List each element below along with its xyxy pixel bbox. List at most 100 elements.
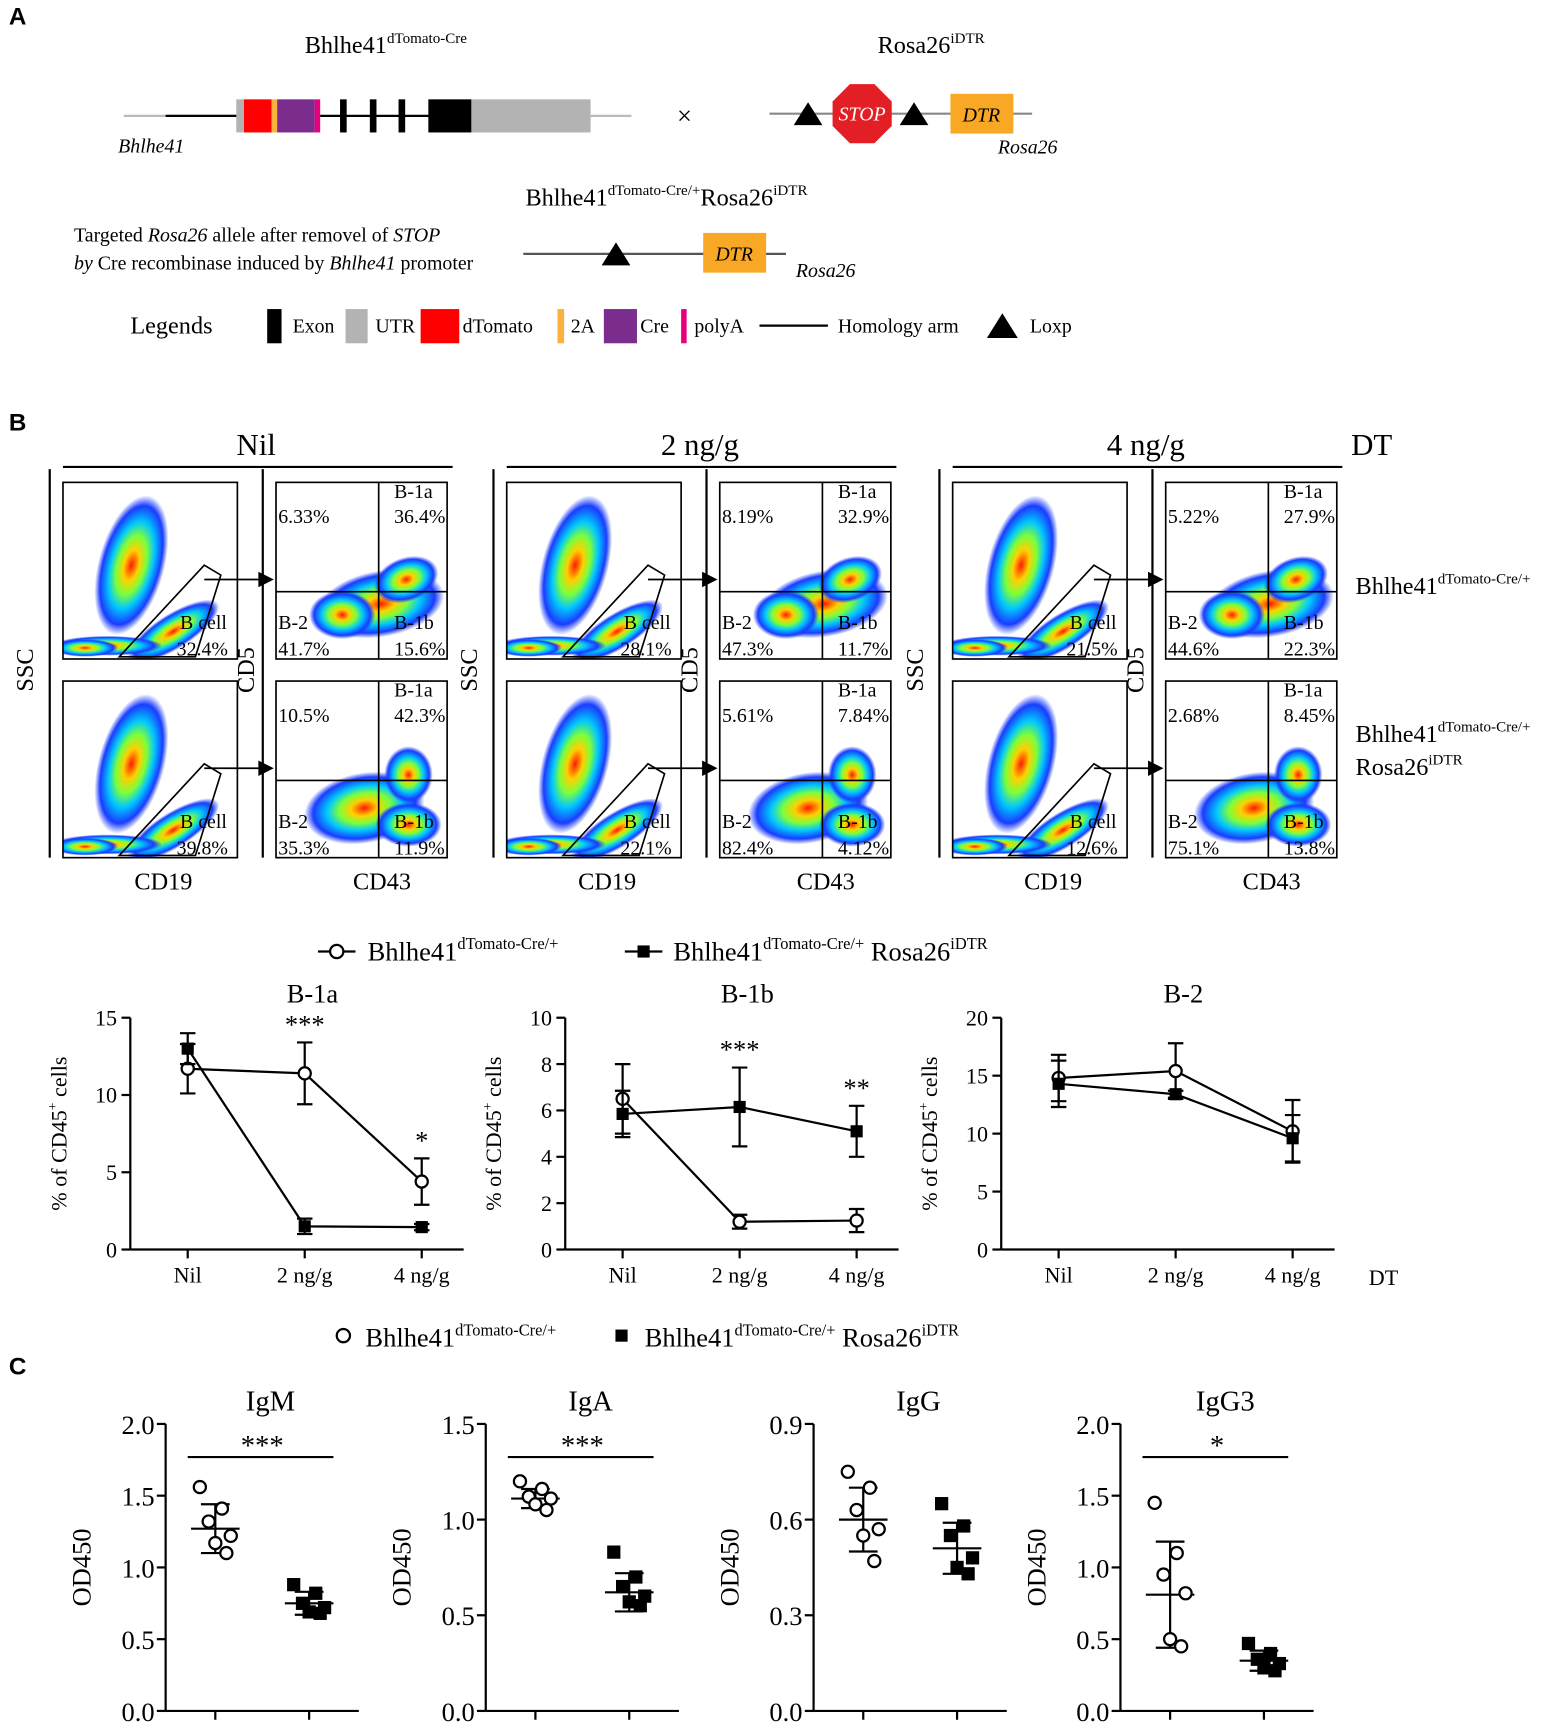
quadrant-percent: 41.7% [278, 639, 329, 661]
density-blob [752, 590, 820, 640]
quadrant-percent: 8.45% [1284, 705, 1335, 727]
legend-swatch [681, 309, 687, 344]
y-tick-label: 0.9 [769, 1410, 802, 1440]
y-tick-label: 1.0 [1076, 1553, 1109, 1583]
marker-open-circle [849, 1502, 864, 1518]
quadrant-percent: 5.22% [1168, 506, 1219, 528]
x-tick-label: 4 ng/g [394, 1263, 450, 1288]
gene-label: Rosa26 [997, 136, 1058, 158]
quadrant-label: B-1b [838, 612, 878, 634]
description-line: Targeted Rosa26 allele after removel of … [74, 225, 440, 247]
legend-label: polyA [694, 315, 744, 337]
arrow-head [258, 760, 274, 776]
y-axis-title: OD450 [387, 1528, 417, 1606]
marker-open-circle [223, 1528, 238, 1544]
plot-frame [275, 481, 448, 660]
marker-filled-square [313, 1606, 327, 1620]
dtr-label: DTR [714, 244, 753, 266]
y-tick-label: 0.0 [769, 1697, 802, 1727]
axis-title: CD43 [1243, 869, 1301, 896]
group-title: 2 ng/g [661, 427, 739, 462]
density-blob [984, 694, 1059, 834]
utr [236, 99, 245, 133]
gate-percent: 12.6% [1066, 837, 1117, 859]
plot-frame [62, 680, 239, 859]
exon [428, 99, 472, 133]
gate-label: B cell [1070, 612, 1117, 634]
legend-swatch [420, 309, 460, 344]
row-label: Bhlhe41dTomato-Cre/+ [1356, 572, 1531, 600]
marker-filled-square [733, 1100, 746, 1114]
legend-label: Bhlhe41dTomato-Cre/+ [365, 1321, 556, 1353]
cre [277, 99, 315, 133]
marker-open-circle [528, 1497, 543, 1512]
y-tick-label: 1.0 [442, 1506, 475, 1536]
text-part: Bhlhe41 [329, 252, 395, 274]
marker-filled-square [287, 1578, 301, 1592]
axis-title: CD43 [353, 869, 411, 896]
gene-label: Rosa26 [795, 260, 856, 282]
plot-frame [505, 680, 682, 859]
marker-open-circle [856, 1528, 871, 1543]
text-part: Bhlhe41 [673, 936, 763, 966]
stop-label: STOP [839, 103, 886, 125]
panel-label: A [9, 3, 27, 30]
density-plot [747, 746, 886, 847]
marker-open-circle [849, 1213, 864, 1228]
quadrant-percent: 27.9% [1284, 506, 1335, 528]
exon [398, 99, 406, 133]
axis-title: CD19 [134, 869, 192, 896]
density-blob [506, 639, 562, 657]
gate-percent: 32.4% [177, 639, 228, 661]
quadrant-percent: 75.1% [1168, 837, 1219, 859]
b-cell-gate [561, 762, 666, 857]
legend-label: dTomato [463, 315, 533, 337]
y-axis-title: % of CD45+ cells [916, 1057, 942, 1211]
text-part: iDTR [950, 934, 987, 953]
text-part: iDTR [922, 1321, 959, 1340]
marker-filled-square [957, 1519, 971, 1533]
plot-frame [951, 680, 1128, 859]
marker-open-circle [512, 1474, 528, 1489]
quadrant-percent: 4.12% [838, 837, 889, 859]
arrow-head [702, 760, 718, 776]
marker-filled-square [181, 1042, 194, 1055]
legend-label: UTR [375, 315, 415, 337]
quadrant-percent: 22.3% [1284, 639, 1335, 661]
legend-label: 2A [571, 315, 596, 337]
marker-open-circle [1168, 1063, 1183, 1079]
exon [369, 99, 377, 133]
gate-label: B cell [180, 612, 227, 634]
y-tick-label: 1.5 [121, 1482, 154, 1512]
construct-title: Bhlhe41dTomato-Cre [305, 31, 468, 59]
marker-filled-square [302, 1605, 316, 1619]
marker-filled-square [616, 1107, 629, 1120]
legend-swatch [345, 309, 368, 344]
significance: * [1210, 1430, 1224, 1462]
gate-percent: 22.1% [620, 837, 671, 859]
legend-swatch [603, 309, 637, 344]
marker-open-circle [543, 1491, 559, 1506]
y-tick-label: 4 [541, 1145, 552, 1170]
chart-title: IgA [568, 1386, 613, 1418]
marker-open-circle [192, 1479, 208, 1495]
density-blob [952, 837, 1008, 856]
marker-filled-square [1263, 1646, 1278, 1661]
text-part: iDTR [950, 31, 985, 47]
x-tick-label: 2 ng/g [712, 1263, 768, 1288]
quadrant-percent: 6.33% [278, 506, 329, 528]
density-blob [1273, 746, 1323, 804]
chart-title: IgG [896, 1386, 941, 1418]
text-part: STOP [393, 225, 440, 247]
marker-filled-square [415, 1221, 428, 1234]
b-cell-gate [561, 564, 666, 658]
density-plot [506, 694, 663, 858]
panel-label: C [9, 1353, 27, 1380]
text-part: dTomato-Cre/+ [734, 1321, 835, 1340]
y-tick-label: 0.0 [121, 1697, 154, 1727]
y-tick-label: 0.5 [1076, 1625, 1109, 1655]
text-part: dTomato-Cre/+ [455, 1321, 556, 1340]
y-tick-label: 10 [95, 1083, 117, 1108]
utr [471, 99, 591, 133]
